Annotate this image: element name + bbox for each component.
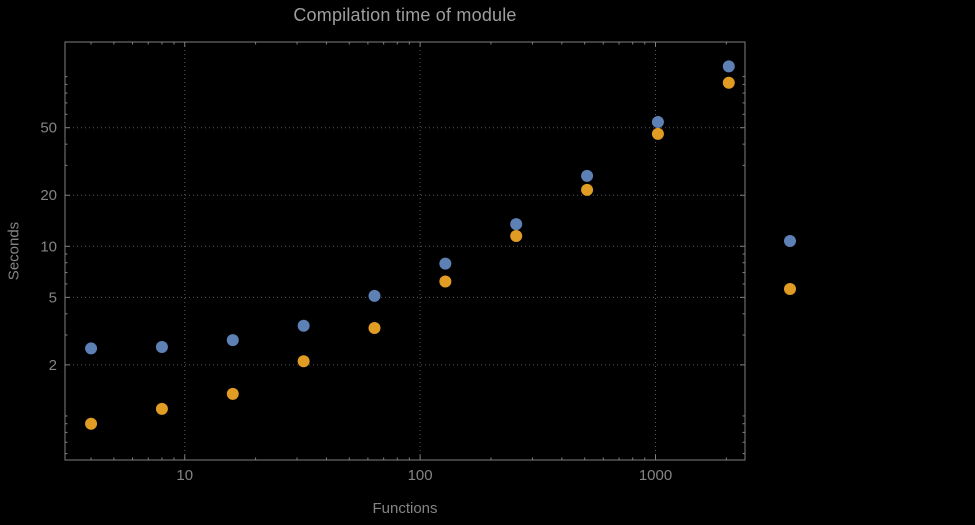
data-point <box>85 417 98 430</box>
axis-ticks <box>65 42 745 460</box>
data-point <box>651 127 664 140</box>
data-point <box>439 275 452 288</box>
y-tick-label: 5 <box>49 289 57 306</box>
data-point <box>368 289 381 302</box>
data-point <box>722 60 735 73</box>
data-point <box>510 229 523 242</box>
data-point <box>510 218 523 231</box>
x-tick-label: 1000 <box>639 467 672 484</box>
y-tick-label: 10 <box>40 238 57 255</box>
data-point <box>439 257 452 270</box>
y-tick-label: 20 <box>40 187 57 204</box>
data-point <box>226 387 239 400</box>
series-orange-points <box>85 76 735 430</box>
series-blue-points <box>85 60 735 355</box>
legend-marker <box>784 283 796 295</box>
data-point <box>581 183 594 196</box>
chart-title: Compilation time of module <box>293 5 517 25</box>
x-tick-label: 100 <box>408 467 433 484</box>
data-point <box>368 321 381 334</box>
data-point <box>155 340 168 353</box>
gridlines <box>65 42 745 460</box>
data-point <box>722 76 735 89</box>
x-tick-label: 10 <box>176 467 193 484</box>
data-point <box>155 402 168 415</box>
data-point <box>85 342 98 355</box>
y-tick-label: 50 <box>40 120 57 137</box>
tick-labels: 10 100 1000 2 5 10 20 50 <box>40 120 672 484</box>
data-point <box>297 319 310 332</box>
data-point <box>581 169 594 182</box>
plot-frame <box>64 41 746 461</box>
x-axis-label: Functions <box>372 500 438 517</box>
legend <box>784 235 796 295</box>
legend-marker <box>784 235 796 247</box>
data-point <box>297 355 310 368</box>
data-point <box>651 116 664 129</box>
y-tick-label: 2 <box>49 357 57 374</box>
data-point <box>226 334 239 347</box>
